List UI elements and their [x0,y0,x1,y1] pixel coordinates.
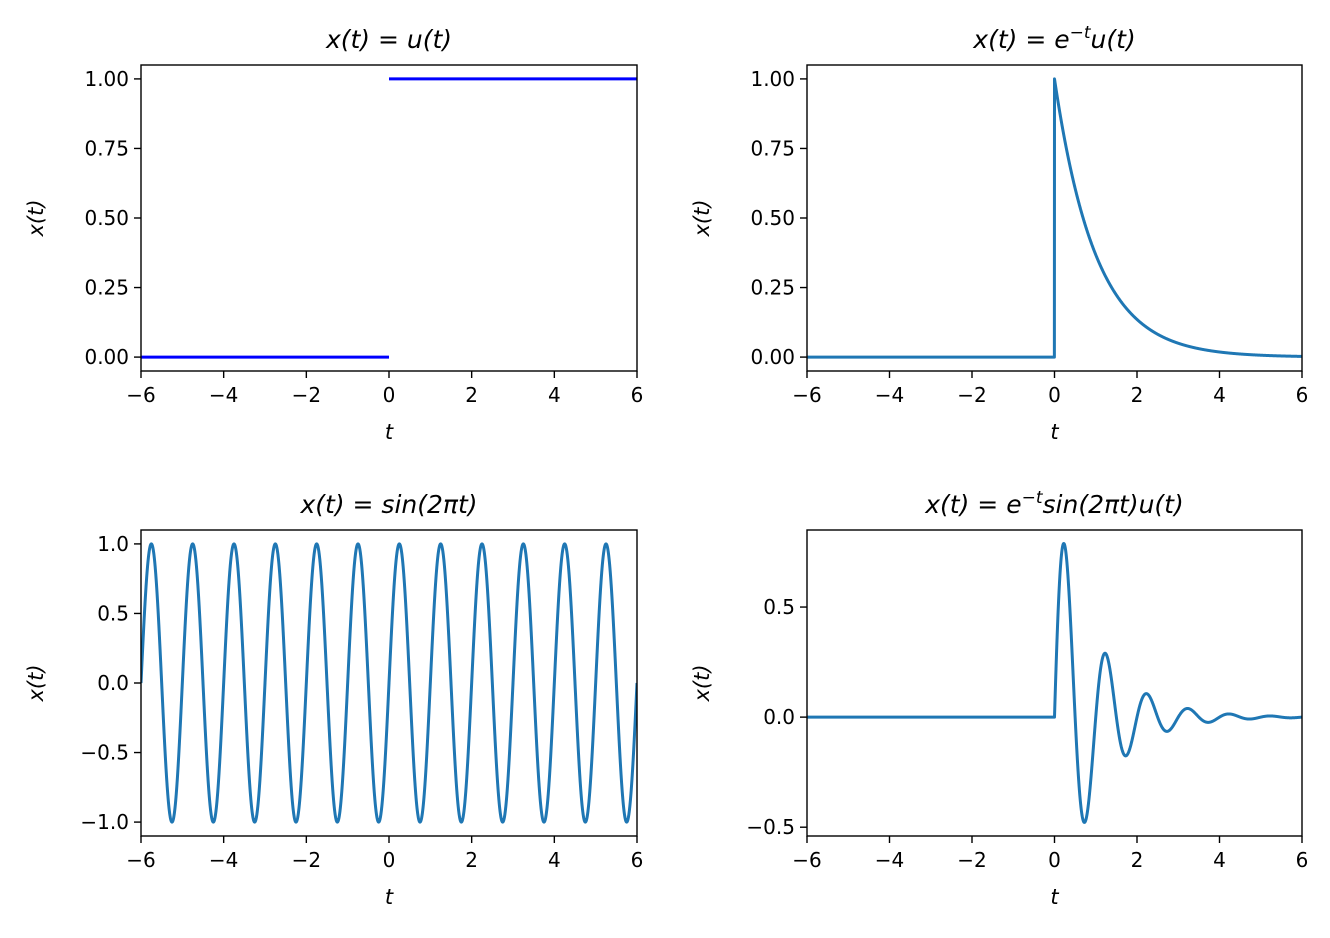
y-tick-label: −0.5 [80,741,129,765]
y-tick-label: 0.50 [750,206,795,230]
x-axis-label: t [1050,885,1059,909]
x-tick-label: 4 [548,383,561,407]
y-tick-label: 0.5 [763,595,795,619]
x-tick-label: −4 [875,383,904,407]
x-tick-label: 6 [1296,383,1309,407]
x-axis-label: t [1050,420,1059,444]
subplot-1: −6 −4 −2 0 2 4 6 0.00 0.25 0.50 0.75 1.00 t x(t) x(t) … [24,25,643,444]
series-line [141,542,637,824]
y-tick-label: 0.0 [763,705,795,729]
x-tick-label: 2 [1131,383,1144,407]
x-tick-label: 6 [631,383,644,407]
x-tick-label: −4 [209,848,238,872]
x-tick-label: 4 [548,848,561,872]
x-tick-label: 2 [465,848,478,872]
y-tick-label: 0.75 [750,136,795,160]
x-tick-label: 0 [383,848,396,872]
y-tick-label: 0.0 [97,671,129,695]
x-tick-label: −6 [126,383,155,407]
x-tick-label: −6 [126,848,155,872]
y-tick-label: −1.0 [80,810,129,834]
x-tick-label: 2 [1131,848,1144,872]
x-tick-label: 0 [1048,383,1061,407]
y-tick-label: 1.00 [84,67,129,91]
y-axis-label: x(t) [690,199,714,237]
x-tick-label: −6 [792,848,821,872]
y-tick-label: 0.5 [97,601,129,625]
series-line [807,542,1302,824]
y-tick-label: 0.75 [84,136,129,160]
subplot-title: x(t) = sin(2πt) [299,490,477,519]
y-axis-label: x(t) [690,664,714,702]
subplot-title: x(t) = e−tsin(2πt)u(t) [924,488,1184,519]
x-tick-label: −6 [792,383,821,407]
x-tick-label: −4 [209,383,238,407]
subplot-3: −6 −4 −2 0 2 4 6 −1.0 −0.5 0.0 0.5 1.0 t x(t) x(t) = s… [24,490,643,909]
x-axis-label: t [385,885,394,909]
x-tick-label: 0 [383,383,396,407]
x-tick-label: −2 [292,383,321,407]
x-tick-label: −2 [957,848,986,872]
y-tick-label: 0.25 [84,276,129,300]
y-tick-label: 0.25 [750,276,795,300]
x-tick-label: 2 [465,383,478,407]
subplot-title: x(t) = e−tu(t) [972,23,1135,54]
x-tick-label: 4 [1213,848,1226,872]
y-tick-label: 0.00 [750,345,795,369]
y-tick-label: 0.50 [84,206,129,230]
x-tick-label: −2 [957,383,986,407]
subplot-2: −6 −4 −2 0 2 4 6 0.00 0.25 0.50 0.75 1.00 t x(t) x(t) … [690,23,1308,444]
subplot-title: x(t) = u(t) [325,25,452,54]
series-line [807,77,1302,359]
y-axis-label: x(t) [24,199,48,237]
x-axis-label: t [385,420,394,444]
y-tick-label: 1.0 [97,532,129,556]
x-tick-label: 6 [631,848,644,872]
y-tick-label: 1.00 [750,67,795,91]
x-tick-label: −4 [875,848,904,872]
subplot-4: −6 −4 −2 0 2 4 6 −0.5 0.0 0.5 t x(t) x(t) = e−tsin(2… [690,488,1308,909]
x-tick-label: −2 [292,848,321,872]
y-tick-label: −0.5 [746,815,795,839]
axes-frame [140,64,638,372]
x-tick-label: 0 [1048,848,1061,872]
y-axis-label: x(t) [24,664,48,702]
x-tick-label: 4 [1213,383,1226,407]
x-tick-label: 6 [1296,848,1309,872]
y-tick-label: 0.00 [84,345,129,369]
